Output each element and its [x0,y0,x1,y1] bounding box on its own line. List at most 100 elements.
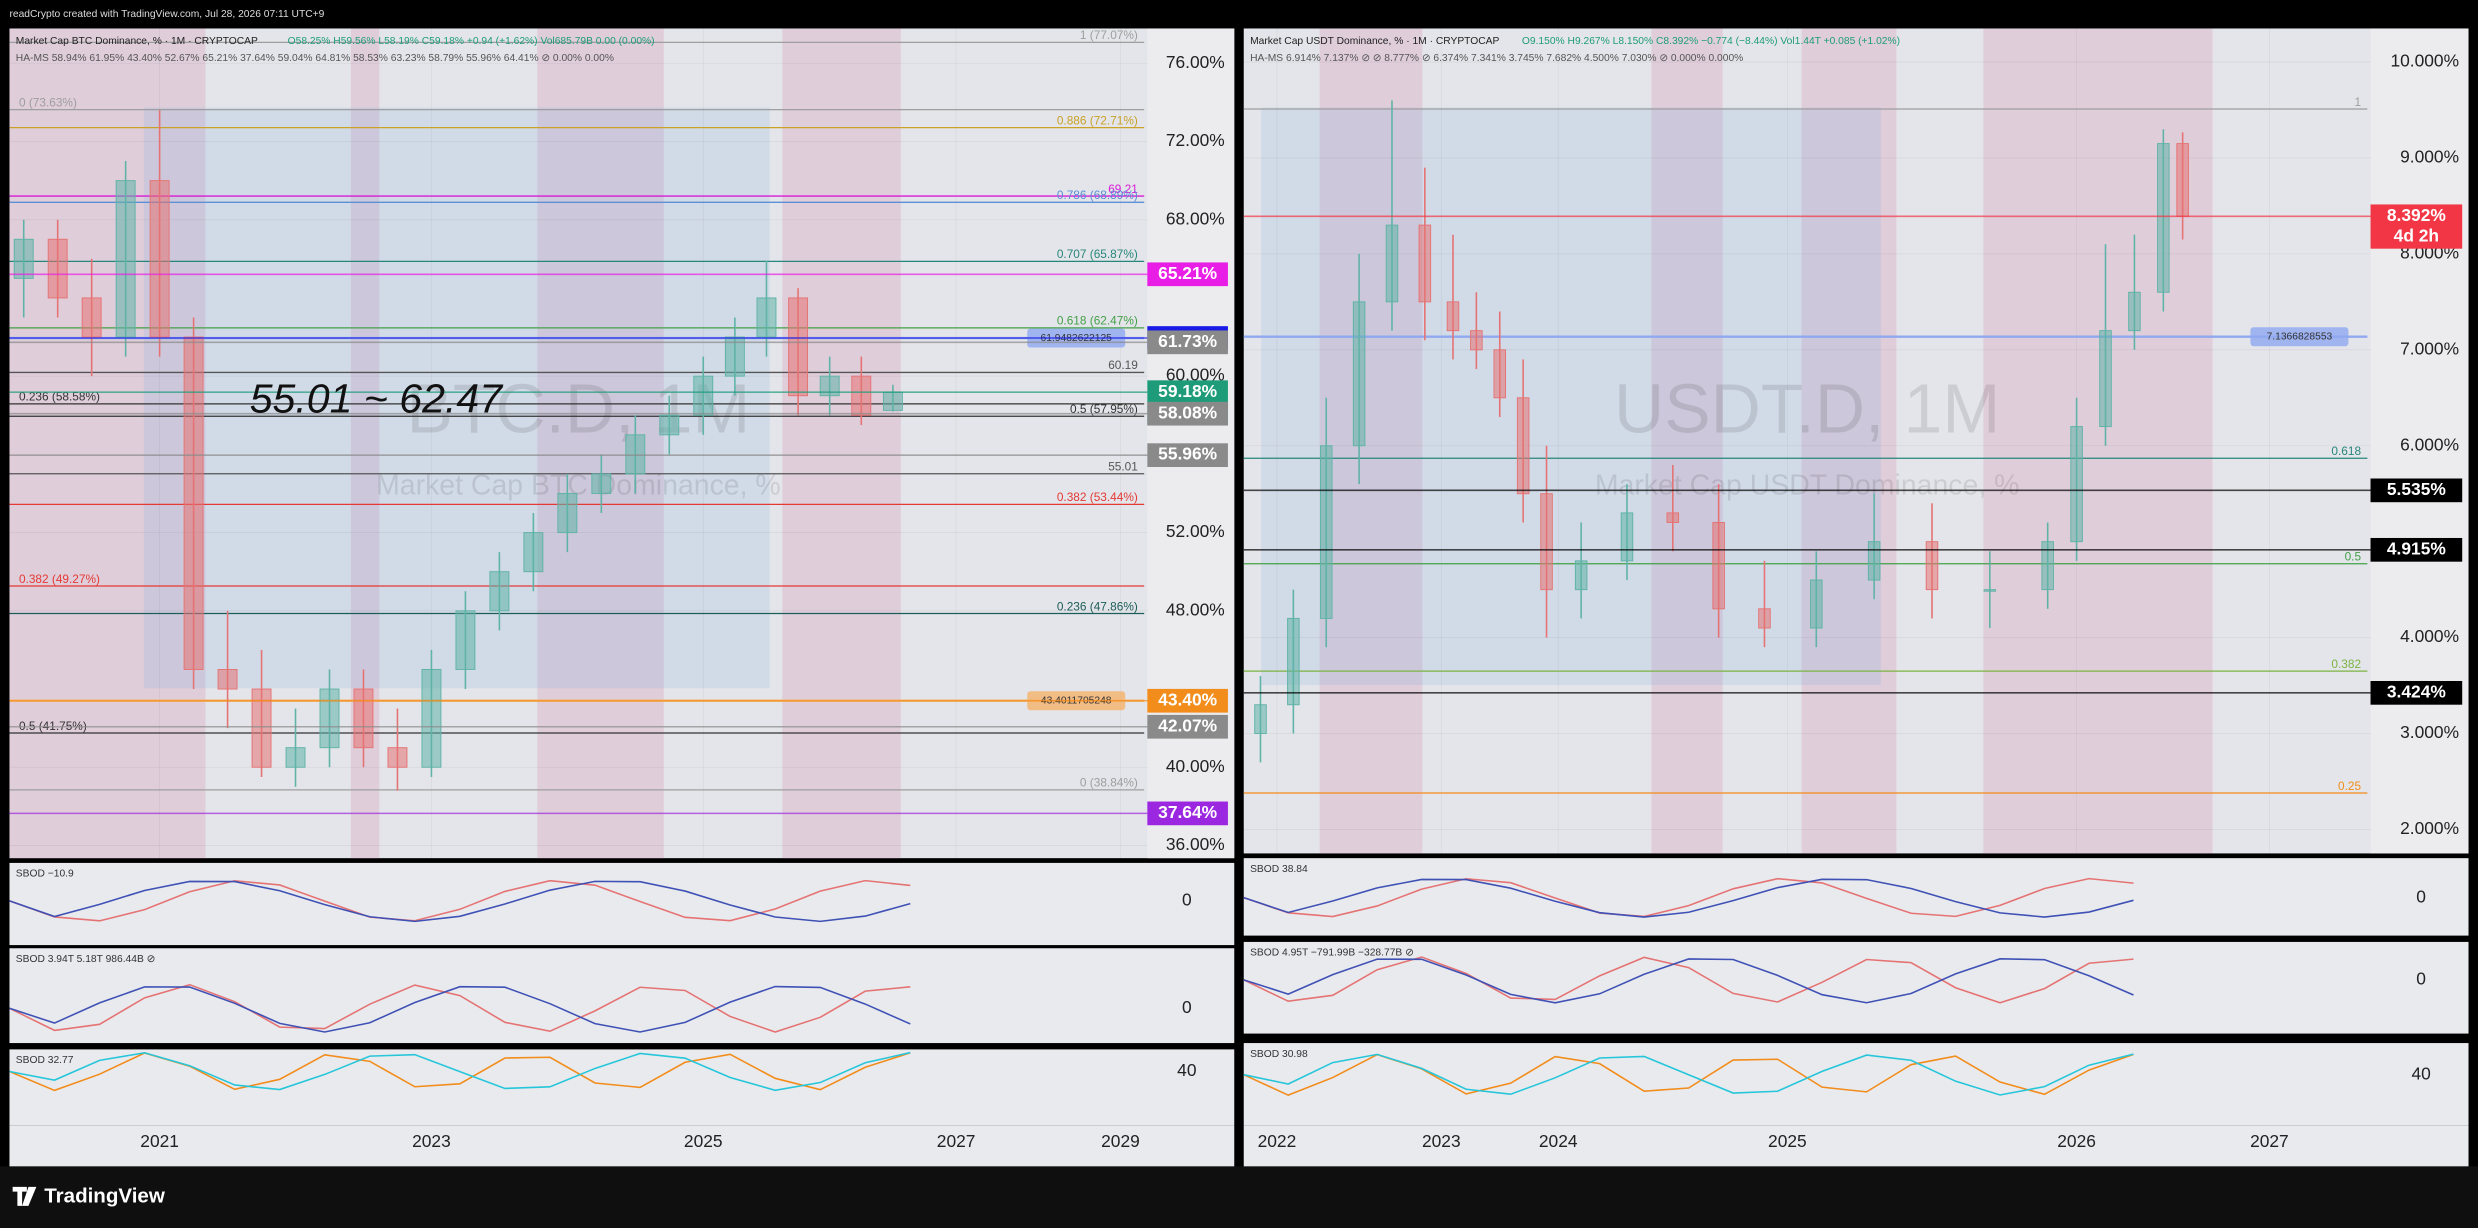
candle-body [1385,224,1399,303]
price-label: 61.73% [1158,331,1217,351]
footer [0,1166,2478,1228]
candle-body [217,668,238,690]
watermark: USDT.D, 1M [1614,369,2000,447]
y-tick-label: 4.000% [2400,626,2459,646]
pane-tick-label: 0 [1182,889,1192,909]
price-label-bg [1147,262,1228,287]
pane-tick-label: 40 [1177,1060,1196,1080]
candle-body [756,297,777,338]
pane-legend: SBOD 30.98 [1250,1049,1308,1060]
candle-body [1810,579,1823,629]
pane-tick-label: 0 [2416,968,2426,988]
time-axis [9,1125,1235,1167]
candle-body [788,297,809,397]
sub-pane [1243,1043,2469,1126]
pane-tick-label: 0 [2416,886,2426,906]
brand: TradingView [44,1185,166,1208]
indicator-line [1243,878,2134,918]
price-label: 4.915% [2387,538,2446,558]
y-tick-label: 9.000% [2400,147,2459,167]
candle-body [2070,426,2083,543]
candle-body [421,668,442,768]
x-tick-label: 2027 [2250,1131,2289,1151]
candle-body [1254,704,1267,734]
price-label: 65.21% [1158,263,1217,283]
main-pane [9,28,1235,859]
candle-body [659,414,680,436]
watermark-subtitle: Market Cap USDT Dominance, % [1595,469,2020,501]
pane-legend: SBOD 4.95T −791.99B −328.77B ⊘ [1250,948,1414,959]
price-label-bg [1147,801,1228,826]
price-label: 37.64% [1158,802,1217,822]
y-tick-label: 72.00% [1166,130,1225,150]
sub-pane [1243,858,2469,936]
candle-body [115,180,136,338]
pane-tick-label: 0 [1182,997,1192,1017]
candle-body [1352,301,1366,447]
price-label: 5.535% [2387,479,2446,499]
level-label: 0.25 [2338,779,2361,793]
candle-body [13,238,34,279]
candle-body [183,336,204,670]
x-tick-label: 2023 [1422,1131,1461,1151]
level-label: 0.5 (41.75%) [19,719,87,733]
indicator-line [1243,1053,2134,1096]
level-label: 0.707 (65.87%) [1057,247,1138,261]
candle-body [387,747,408,768]
countdown: 4d 2h [2394,225,2439,245]
x-tick-label: 2021 [140,1131,179,1151]
x-tick-label: 2025 [684,1131,723,1151]
range-box [143,107,770,689]
level-label: 0.886 (72.71%) [1057,113,1138,127]
y-tick-label: 6.000% [2400,434,2459,454]
candle-body [285,747,306,768]
boxed-level-bg [2250,327,2349,347]
pane-legend: SBOD 32.77 [16,1055,74,1066]
pane-tick-label: 40 [2411,1063,2430,1083]
price-label: 59.18% [1158,381,1217,401]
candle-body [1867,541,1881,581]
level-label: 0 (38.84%) [1080,776,1138,790]
candle-body [1287,617,1300,706]
annotation: 55.01 ~ 62.47 [250,375,505,421]
level-label: 1 (77.07%) [1080,28,1138,42]
session-band [782,28,901,859]
watermark: BTC.D, 1M [407,369,751,447]
brand-logo [12,1186,37,1206]
time-axis [1243,1125,2469,1167]
y-tick-label: 68.00% [1166,208,1225,228]
y-tick-label: 10.000% [2390,51,2459,71]
sub-pane [9,1049,1235,1126]
session-band [1983,28,2213,854]
indicator-line [1243,956,2134,1004]
level-label: 0.236 (47.86%) [1057,599,1138,613]
price-label-bg [1147,688,1228,713]
ohlc-legend: O58.25% H59.56% L58.19% C59.18% +0.94 (+… [288,36,655,47]
btc-panel: BTC.D, 1M Market Cap BTC Dominance, % 76.0… [9,28,1235,1167]
price-label: 3.424% [2387,681,2446,701]
x-tick-label: 2024 [1539,1131,1578,1151]
level-label: 0.236 (58.58%) [19,390,100,404]
candle-body [2128,291,2141,332]
candle-body [1712,522,1725,610]
price-label: 55.96% [1158,444,1217,464]
indicator-line [9,985,911,1033]
pane-legend: SBOD 38.84 [1250,864,1308,875]
candle-body [1620,512,1634,562]
y-tick-label: 36.00% [1166,834,1225,854]
price-label: 43.40% [1158,689,1217,709]
price-label: 58.08% [1158,402,1217,422]
candle-body [1470,330,1483,351]
x-tick-label: 2029 [1101,1131,1140,1151]
candle-body [2041,541,2054,591]
candle-body [1418,224,1432,303]
price-label-bg [1147,714,1228,739]
level-label: 0.5 [2345,550,2362,564]
level-label: 0.5 (57.95%) [1070,402,1138,416]
candle-body [1319,445,1333,619]
ohlc-legend: O9.150% H9.267% L8.150% C8.392% −0.774 (… [1522,36,1900,47]
indicator-legend: HA-MS 6.914% 7.137% ⊘ ⊘ 8.777% ⊘ 6.374% … [1250,53,1743,64]
y-tick-label: 60.00% [1166,365,1225,385]
x-tick-label: 2027 [937,1131,976,1151]
candle-body [1493,349,1507,399]
